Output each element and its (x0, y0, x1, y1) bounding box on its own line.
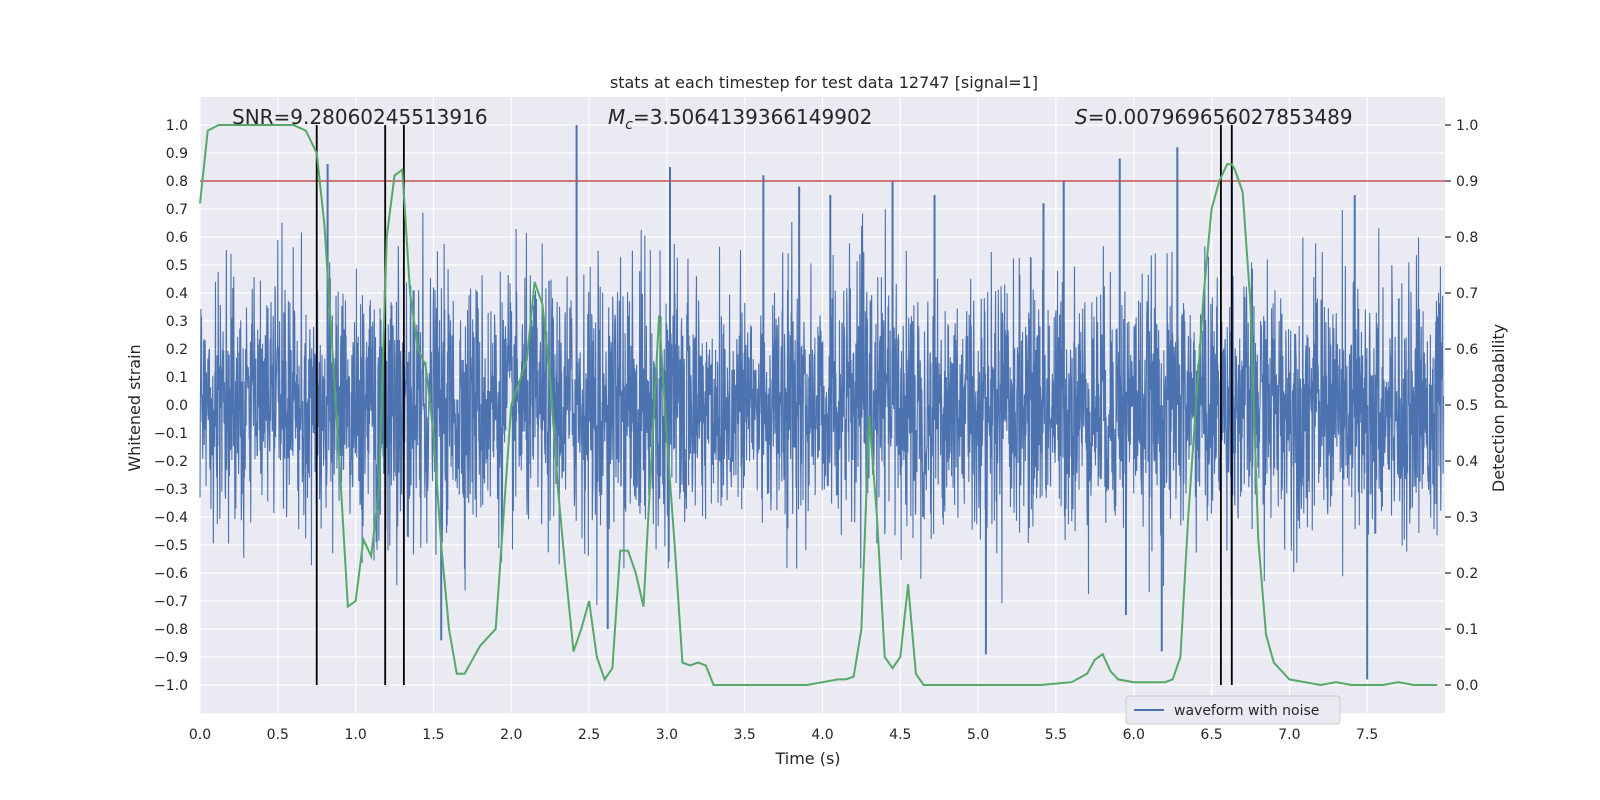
y2-axis-ticks: 1.0 0.9 0.8 0.7 0.6 0.5 0.4 0.3 0.2 0.1 0.0 (1445, 118, 1478, 694)
x-tick-label: 7.5 (1356, 727, 1378, 743)
y-tick-label: −0.6 (154, 566, 188, 582)
y2-tick-label: 0.8 (1456, 230, 1478, 246)
x-tick-label: 0.0 (189, 727, 211, 743)
y2-tick-label: 0.6 (1456, 342, 1478, 358)
y2-tick-label: 0.7 (1456, 286, 1478, 302)
y-tick-label: −0.3 (154, 482, 188, 498)
mc-value: =3.5064139366149902 (633, 105, 872, 129)
y-tick-label: 0.9 (166, 146, 188, 162)
y-tick-label: −1.0 (154, 678, 188, 694)
y2-axis-label: Detection probability (1489, 324, 1508, 492)
y2-tick-label: 0.4 (1456, 454, 1478, 470)
y-axis-ticks: 1.0 0.9 0.8 0.7 0.6 0.5 0.4 0.3 0.2 0.1 0.0 −0.1 −0.… (154, 118, 188, 694)
y-tick-label: 0.3 (166, 314, 188, 330)
x-tick-label: 4.0 (811, 727, 833, 743)
y-tick-label: 0.2 (166, 342, 188, 358)
x-tick-label: 7.0 (1278, 727, 1300, 743)
chart-title: stats at each timestep for test data 127… (610, 73, 1038, 92)
y-tick-label: 0.4 (166, 286, 188, 302)
y2-tick-label: 1.0 (1456, 118, 1478, 134)
mc-subscript: c (625, 117, 633, 133)
y2-tick-label: 0.3 (1456, 510, 1478, 526)
y-tick-label: −0.8 (154, 622, 188, 638)
x-tick-label: 2.0 (500, 727, 522, 743)
detection-probability-series (199, 124, 1438, 687)
y2-tick-label: 0.2 (1456, 566, 1478, 582)
y-tick-label: −0.1 (154, 426, 188, 442)
legend: waveform with noise (1125, 695, 1341, 725)
x-tick-label: 5.5 (1045, 727, 1067, 743)
s-value: =0.007969656027853489 (1088, 105, 1353, 129)
x-tick-label: 2.5 (578, 727, 600, 743)
y-tick-label: 0.8 (166, 174, 188, 190)
y-tick-label: 0.6 (166, 230, 188, 246)
x-tick-label: 5.0 (967, 727, 989, 743)
y-tick-label: 0.7 (166, 202, 188, 218)
legend-label: waveform with noise (1174, 703, 1319, 719)
y-tick-label: −0.4 (154, 510, 188, 526)
x-axis-ticks: 0.0 0.5 1.0 1.5 2.0 2.5 3.0 3.5 4.0 4.5 5.0 5.5 6.0 6… (189, 727, 1378, 743)
y-tick-label: −0.2 (154, 454, 188, 470)
x-tick-label: 6.5 (1200, 727, 1222, 743)
y-tick-label: −0.5 (154, 538, 188, 554)
x-tick-label: 1.0 (344, 727, 366, 743)
y-tick-label: 1.0 (166, 118, 188, 134)
x-axis-label: Time (s) (774, 749, 840, 768)
waveform-path (199, 124, 1444, 680)
y-tick-label: 0.1 (166, 370, 188, 386)
y-tick-label: 0.5 (166, 258, 188, 274)
s-symbol: S (1075, 105, 1088, 129)
x-tick-label: 1.5 (422, 727, 444, 743)
snr-annotation: SNR=9.28060245513916 (232, 105, 488, 129)
mc-symbol: M (608, 105, 625, 129)
y-tick-label: −0.9 (154, 650, 188, 666)
x-tick-label: 3.5 (734, 727, 756, 743)
y-tick-label: 0.0 (166, 398, 188, 414)
x-tick-label: 3.0 (656, 727, 678, 743)
chirp-mass-annotation: Mc=3.5064139366149902 (608, 105, 872, 133)
legend-box (1125, 695, 1341, 725)
y-axis-label: Whitened strain (125, 344, 144, 471)
x-tick-label: 6.0 (1123, 727, 1145, 743)
x-tick-label: 4.5 (889, 727, 911, 743)
y-tick-label: −0.7 (154, 594, 188, 610)
x-tick-label: 0.5 (267, 727, 289, 743)
y2-tick-label: 0.9 (1456, 174, 1478, 190)
waveform-with-noise-series (199, 124, 1444, 680)
y2-tick-label: 0.1 (1456, 622, 1478, 638)
y2-tick-label: 0.0 (1456, 678, 1478, 694)
vertical-marker-lines (315, 125, 1233, 685)
y2-tick-label: 0.5 (1456, 398, 1478, 414)
s-annotation: S=0.007969656027853489 (1075, 105, 1353, 129)
